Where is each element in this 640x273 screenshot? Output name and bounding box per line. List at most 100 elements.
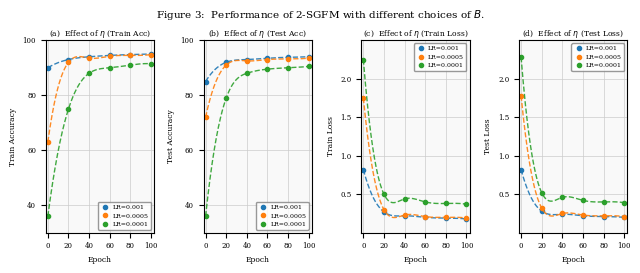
Line: LR=0.0005: LR=0.0005: [519, 94, 627, 219]
LR=0.0005: [147, 53, 155, 56]
Line: LR=0.001: LR=0.001: [45, 52, 153, 70]
LR=0.0001: [202, 215, 209, 218]
LR=0.0001: [579, 199, 587, 202]
Line: LR=0.0005: LR=0.0005: [361, 96, 468, 220]
LR=0.001: [305, 55, 312, 58]
Line: LR=0.0005: LR=0.0005: [204, 56, 311, 119]
Line: LR=0.001: LR=0.001: [519, 168, 627, 219]
LR=0.0001: [243, 72, 251, 75]
LR=0.0005: [559, 212, 566, 215]
LR=0.001: [106, 54, 113, 57]
X-axis label: Epoch: Epoch: [561, 256, 585, 264]
LR=0.001: [579, 214, 587, 217]
LR=0.0005: [222, 63, 230, 67]
LR=0.001: [442, 216, 450, 220]
Y-axis label: Train Loss: Train Loss: [327, 117, 335, 156]
Line: LR=0.0001: LR=0.0001: [519, 55, 627, 205]
LR=0.0001: [463, 203, 470, 206]
LR=0.0001: [44, 215, 52, 218]
LR=0.001: [463, 217, 470, 221]
LR=0.001: [65, 58, 72, 61]
Line: LR=0.0005: LR=0.0005: [45, 52, 153, 144]
LR=0.0001: [147, 62, 155, 65]
LR=0.0005: [305, 57, 312, 60]
LR=0.001: [85, 55, 93, 58]
LR=0.0005: [264, 58, 271, 61]
Title: (b)  Effect of $\eta$ (Test Acc): (b) Effect of $\eta$ (Test Acc): [209, 28, 307, 40]
X-axis label: Epoch: Epoch: [246, 256, 269, 264]
LR=0.0001: [538, 191, 545, 194]
LR=0.0005: [442, 216, 450, 219]
LR=0.001: [127, 53, 134, 56]
LR=0.0001: [284, 66, 292, 69]
LR=0.0005: [579, 213, 587, 217]
LR=0.0001: [380, 192, 388, 196]
LR=0.001: [600, 215, 607, 218]
Legend: LR=0.001, LR=0.0005, LR=0.0001: LR=0.001, LR=0.0005, LR=0.0001: [572, 43, 624, 71]
LR=0.0005: [620, 215, 628, 218]
LR=0.0005: [600, 214, 607, 217]
Y-axis label: Train Accuracy: Train Accuracy: [9, 108, 17, 165]
Title: (c)  Effect of $\eta$ (Train Loss): (c) Effect of $\eta$ (Train Loss): [363, 28, 468, 40]
LR=0.001: [538, 210, 545, 213]
LR=0.0001: [85, 72, 93, 75]
LR=0.0001: [620, 201, 628, 204]
LR=0.0001: [600, 200, 607, 204]
X-axis label: Epoch: Epoch: [403, 256, 428, 264]
LR=0.001: [517, 168, 525, 171]
LR=0.0005: [127, 54, 134, 57]
LR=0.0005: [243, 59, 251, 63]
LR=0.0001: [65, 107, 72, 111]
Line: LR=0.0001: LR=0.0001: [361, 57, 468, 206]
Line: LR=0.0001: LR=0.0001: [204, 64, 311, 218]
LR=0.0005: [106, 55, 113, 58]
LR=0.001: [421, 216, 429, 219]
LR=0.001: [559, 213, 566, 216]
LR=0.0001: [305, 65, 312, 68]
LR=0.0005: [538, 206, 545, 210]
LR=0.001: [380, 210, 388, 213]
Y-axis label: Test Loss: Test Loss: [484, 119, 493, 154]
LR=0.0005: [421, 215, 429, 218]
Line: LR=0.0001: LR=0.0001: [45, 62, 153, 218]
Title: (d)  Effect of $\eta$ (Test Loss): (d) Effect of $\eta$ (Test Loss): [522, 28, 624, 40]
LR=0.001: [284, 56, 292, 59]
Text: Figure 3:  Performance of 2-SGFM with different choices of $B$.: Figure 3: Performance of 2-SGFM with dif…: [156, 8, 484, 22]
LR=0.0005: [202, 116, 209, 119]
LR=0.001: [620, 216, 628, 219]
LR=0.001: [243, 58, 251, 61]
LR=0.0005: [284, 57, 292, 61]
Legend: LR=0.001, LR=0.0005, LR=0.0001: LR=0.001, LR=0.0005, LR=0.0001: [98, 202, 151, 230]
LR=0.0001: [401, 197, 408, 200]
LR=0.0005: [517, 94, 525, 97]
LR=0.001: [401, 214, 408, 217]
LR=0.0005: [85, 57, 93, 60]
LR=0.0005: [401, 213, 408, 217]
LR=0.0001: [442, 202, 450, 205]
LR=0.0001: [127, 63, 134, 67]
LR=0.0001: [264, 67, 271, 71]
LR=0.001: [44, 66, 52, 69]
LR=0.001: [264, 57, 271, 60]
Line: LR=0.001: LR=0.001: [204, 55, 311, 84]
Y-axis label: Test Accuracy: Test Accuracy: [167, 110, 175, 163]
LR=0.0001: [559, 196, 566, 199]
LR=0.0005: [65, 61, 72, 64]
LR=0.0005: [360, 96, 367, 100]
LR=0.0001: [222, 96, 230, 100]
LR=0.0001: [517, 56, 525, 59]
Title: (a)  Effect of $\eta$ (Train Acc): (a) Effect of $\eta$ (Train Acc): [49, 28, 151, 40]
LR=0.0005: [44, 140, 52, 144]
LR=0.001: [147, 52, 155, 56]
LR=0.001: [360, 168, 367, 171]
LR=0.001: [222, 61, 230, 64]
Legend: LR=0.001, LR=0.0005, LR=0.0001: LR=0.001, LR=0.0005, LR=0.0001: [413, 43, 467, 71]
Legend: LR=0.001, LR=0.0005, LR=0.0001: LR=0.001, LR=0.0005, LR=0.0001: [256, 202, 308, 230]
LR=0.0005: [380, 208, 388, 211]
X-axis label: Epoch: Epoch: [88, 256, 112, 264]
LR=0.0001: [106, 66, 113, 69]
Line: LR=0.001: LR=0.001: [361, 168, 468, 221]
LR=0.0005: [463, 216, 470, 220]
LR=0.0001: [360, 58, 367, 61]
LR=0.0001: [421, 200, 429, 204]
